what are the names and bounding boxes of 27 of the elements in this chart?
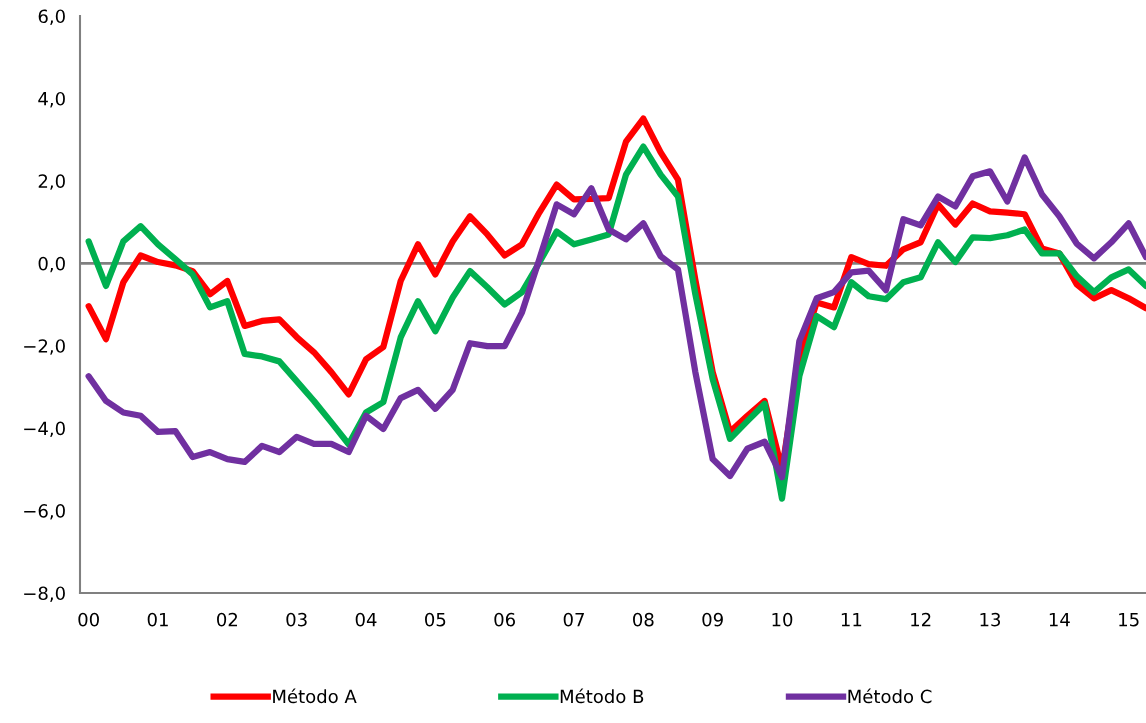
x-tick-label: 07 bbox=[563, 612, 584, 627]
x-tick-label: 12 bbox=[911, 612, 931, 627]
y-tick-label: 4,0 bbox=[38, 91, 65, 108]
y-tick-label: −4,0 bbox=[24, 421, 65, 438]
x-tick-label: 15 bbox=[1119, 613, 1139, 627]
legend-label: Método C bbox=[848, 688, 932, 704]
x-tick-label: 05 bbox=[425, 612, 446, 627]
x-tick-label: 06 bbox=[494, 612, 516, 627]
x-tick-label: 03 bbox=[286, 612, 307, 627]
legend-label: Método A bbox=[273, 688, 357, 704]
x-tick-label: 14 bbox=[1049, 613, 1070, 627]
x-tick-label: 00 bbox=[78, 612, 99, 627]
y-tick-label: 2,0 bbox=[38, 174, 65, 190]
x-tick-label: 10 bbox=[772, 612, 793, 627]
y-tick-label: −2,0 bbox=[24, 339, 65, 355]
y-tick-label: −8,0 bbox=[24, 586, 65, 602]
x-tick-label: 11 bbox=[841, 613, 862, 627]
x-tick-label: 02 bbox=[217, 612, 238, 627]
y-tick-label: 0,0 bbox=[38, 256, 65, 273]
x-tick-label: 09 bbox=[702, 612, 723, 627]
x-tick-label: 13 bbox=[980, 612, 1001, 627]
legend-label: Método B bbox=[560, 688, 644, 704]
x-tick-label: 04 bbox=[355, 612, 377, 627]
y-tick-label: −6,0 bbox=[24, 504, 65, 520]
x-tick-label: 01 bbox=[147, 612, 168, 627]
y-tick-label: 6,0 bbox=[38, 9, 65, 25]
x-tick-label: 08 bbox=[633, 612, 654, 627]
